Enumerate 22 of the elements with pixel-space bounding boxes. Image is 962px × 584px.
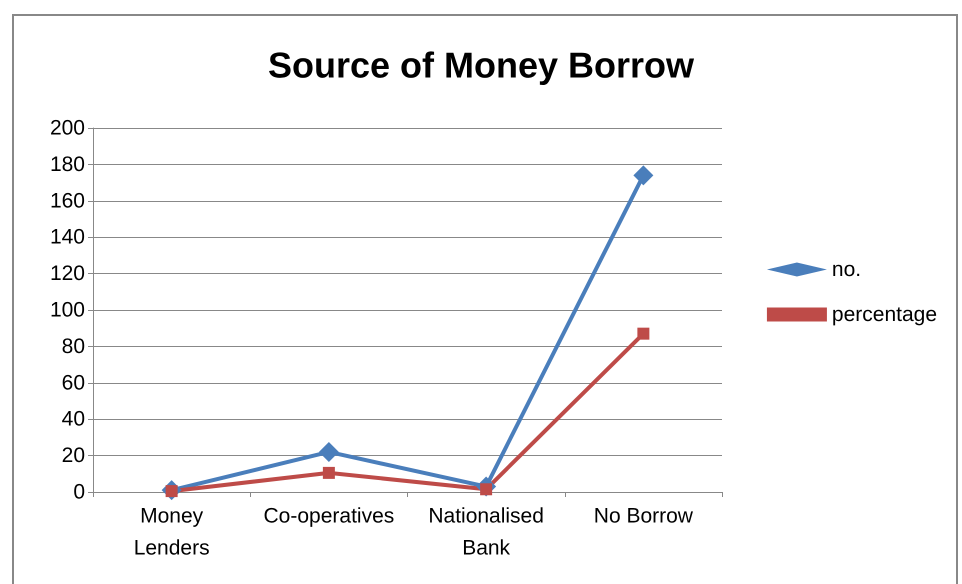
legend-label: no. — [832, 258, 862, 281]
y-tick-label: 40 — [62, 408, 85, 431]
x-tick-label: Money Lenders — [134, 504, 210, 560]
y-tick-label: 160 — [50, 189, 85, 212]
y-tick-label: 180 — [50, 152, 85, 176]
y-tick-label: 60 — [62, 371, 85, 394]
y-tick-label: 20 — [62, 444, 85, 468]
y-tick-label: 0 — [73, 480, 85, 504]
y-tick-label: 200 — [50, 116, 85, 140]
y-tick-label: 140 — [50, 226, 85, 249]
x-tick-label: Nationalised Bank — [428, 504, 544, 560]
chart-title: Source of Money Borrow — [268, 44, 696, 86]
x-tick-label: Co-operatives — [264, 504, 394, 528]
point — [318, 442, 339, 462]
point — [637, 328, 650, 340]
point — [322, 466, 335, 479]
point — [633, 165, 654, 186]
y-tick-label: 100 — [50, 298, 85, 322]
y-tick-label: 120 — [50, 262, 85, 286]
y-tick-label: 80 — [62, 334, 85, 358]
x-tick-label: No Borrow — [594, 504, 694, 528]
legend-label: percentage — [832, 303, 938, 326]
